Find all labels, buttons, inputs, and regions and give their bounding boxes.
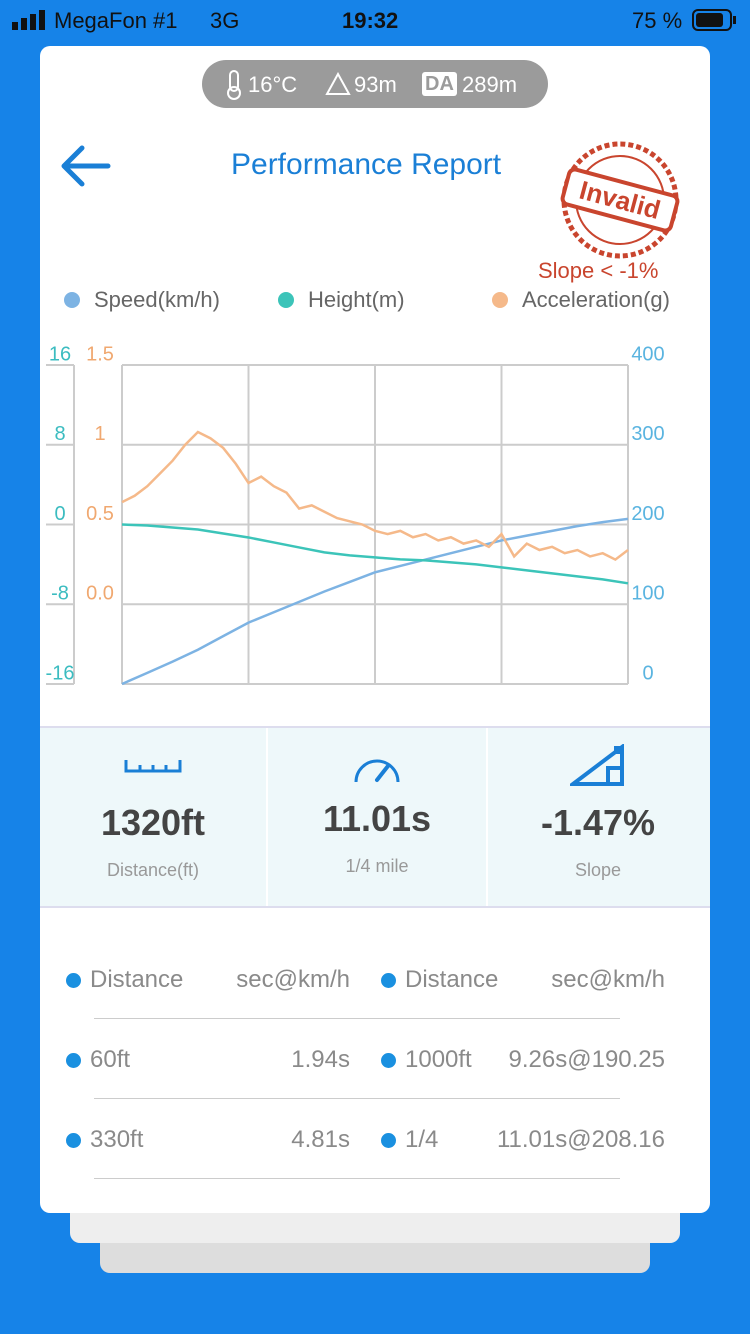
- tick-label: -16: [46, 662, 75, 684]
- ruler-icon: [124, 760, 182, 773]
- stat-cell: [40, 728, 266, 906]
- legend-label: Height(m): [308, 287, 405, 312]
- temperature: 16°C: [248, 72, 298, 97]
- stat-value: 1320ft: [100, 802, 206, 843]
- page-title: Performance Report: [231, 148, 502, 181]
- tick-label: -8: [51, 583, 69, 605]
- chart: 16 8 0 -8 -16 1.5 1 0.5 0.0 400 300 200 100 0 Speed(km…: [46, 287, 670, 686]
- legend-label: Speed(km/h): [94, 287, 220, 312]
- bullet: [66, 1133, 81, 1148]
- legend-marker: [64, 292, 80, 308]
- carrier: MegaFon #1: [54, 8, 178, 33]
- thermometer-icon: [227, 70, 241, 100]
- divider: [40, 906, 710, 908]
- cell-text: 330ft: [90, 1126, 144, 1153]
- signal-icon: [12, 10, 45, 30]
- cell-text: Distance: [405, 966, 499, 993]
- tick-label: 200: [631, 503, 664, 525]
- tick-label: 0: [54, 503, 65, 525]
- battery-icon: [692, 9, 736, 31]
- row-separator: [94, 1098, 620, 1099]
- tick-label: 0.0: [86, 583, 114, 605]
- network: 3G: [210, 8, 240, 33]
- tick-label: 16: [49, 343, 71, 365]
- battery: 75 %: [632, 8, 683, 33]
- time: 19:32: [342, 8, 399, 33]
- legend-marker: [492, 292, 508, 308]
- conditions-pill: [202, 60, 548, 108]
- tick-label: 0: [642, 662, 653, 684]
- stat-label: Distance(ft): [106, 860, 200, 880]
- tick-label: 1: [94, 423, 105, 445]
- cell-text: 1.94s: [291, 1046, 350, 1073]
- stat-value: 11.01s: [322, 798, 432, 839]
- cell-text: 9.26s@190.25: [508, 1046, 665, 1073]
- da-badge: DA: [422, 72, 457, 96]
- stat-cell: [488, 728, 710, 906]
- mountain-icon: [325, 72, 351, 95]
- bullet: [381, 1053, 396, 1068]
- stat-label: 1/4 mile: [345, 856, 409, 876]
- legend-marker: [278, 292, 294, 308]
- tick-label: 300: [631, 423, 664, 445]
- invalid-stamp: Invalid: [560, 141, 680, 259]
- tick-label: 0.5: [86, 503, 114, 525]
- stat-value: -1.47%: [540, 802, 656, 843]
- row-separator: [94, 1178, 620, 1179]
- cell-text: 1/4: [405, 1126, 439, 1153]
- back-button[interactable]: [58, 144, 112, 188]
- cell-text: 11.01s@208.16: [496, 1126, 665, 1153]
- tick-label: 400: [631, 343, 664, 365]
- cell-text: 60ft: [90, 1046, 131, 1073]
- tick-label: 8: [54, 423, 65, 445]
- series-line: [121, 517, 629, 686]
- slope-icon: [570, 744, 624, 786]
- altitude: 93m: [354, 72, 397, 97]
- gauge-icon: [354, 759, 400, 783]
- stamp-note: Slope < -1%: [538, 258, 659, 283]
- cell-text: 4.81s: [291, 1126, 350, 1153]
- cell-text: 1000ft: [405, 1046, 472, 1073]
- bullet: [66, 1053, 81, 1068]
- series-line: [121, 430, 629, 562]
- legend-label: Acceleration(g): [522, 287, 670, 312]
- series-line: [121, 523, 629, 585]
- tick-label: 100: [631, 583, 664, 605]
- stat-cell: [268, 728, 486, 906]
- bullet: [381, 973, 396, 988]
- cell-text: Distance: [90, 966, 184, 993]
- stat-label: Slope: [574, 860, 622, 880]
- bullet: [381, 1133, 396, 1148]
- density-altitude: 289m: [462, 72, 518, 97]
- divider: [40, 726, 710, 728]
- tick-label: 1.5: [86, 343, 114, 365]
- cell-text: sec@km/h: [551, 966, 665, 993]
- row-separator: [94, 1018, 620, 1019]
- bullet: [66, 973, 81, 988]
- cell-text: sec@km/h: [236, 966, 350, 993]
